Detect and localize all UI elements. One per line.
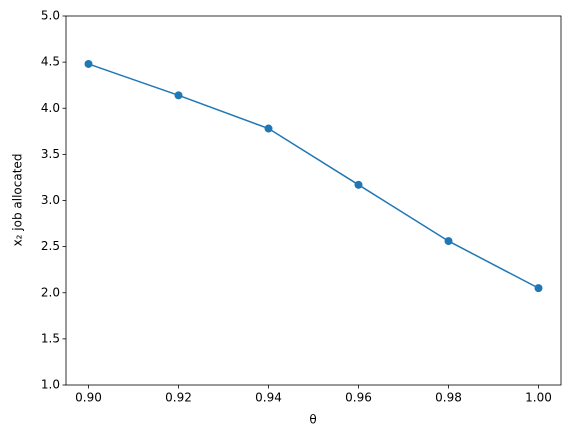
x-tick-label: 0.90 (75, 391, 102, 405)
y-tick-label: 3.5 (41, 147, 60, 161)
marker (264, 124, 273, 133)
marker (354, 180, 363, 189)
marker (444, 237, 453, 246)
marker (174, 91, 183, 100)
x-tick-label: 0.96 (345, 391, 372, 405)
x-tick-label: 0.92 (165, 391, 192, 405)
x-tick-label: 1.00 (525, 391, 552, 405)
y-tick-label: 1.5 (41, 331, 60, 345)
y-tick-label: 2.0 (41, 285, 60, 299)
axes-frame (65, 15, 562, 386)
line (88, 63, 539, 289)
y-tick-label: 4.5 (41, 55, 60, 69)
y-tick-label: 3.0 (41, 193, 60, 207)
y-tick-label: 4.0 (41, 101, 60, 115)
marker (84, 59, 93, 68)
y-tick-label: 5.0 (41, 9, 60, 23)
marker (534, 284, 543, 293)
x-tick-label: 0.98 (435, 391, 462, 405)
y-tick-label: 1.0 (41, 378, 60, 392)
y-tick-label: 2.5 (41, 239, 60, 253)
x-axis-label: θ (309, 413, 316, 427)
y-axis-label: x₂ job allocated (11, 154, 25, 247)
x-tick-label: 0.94 (255, 391, 282, 405)
